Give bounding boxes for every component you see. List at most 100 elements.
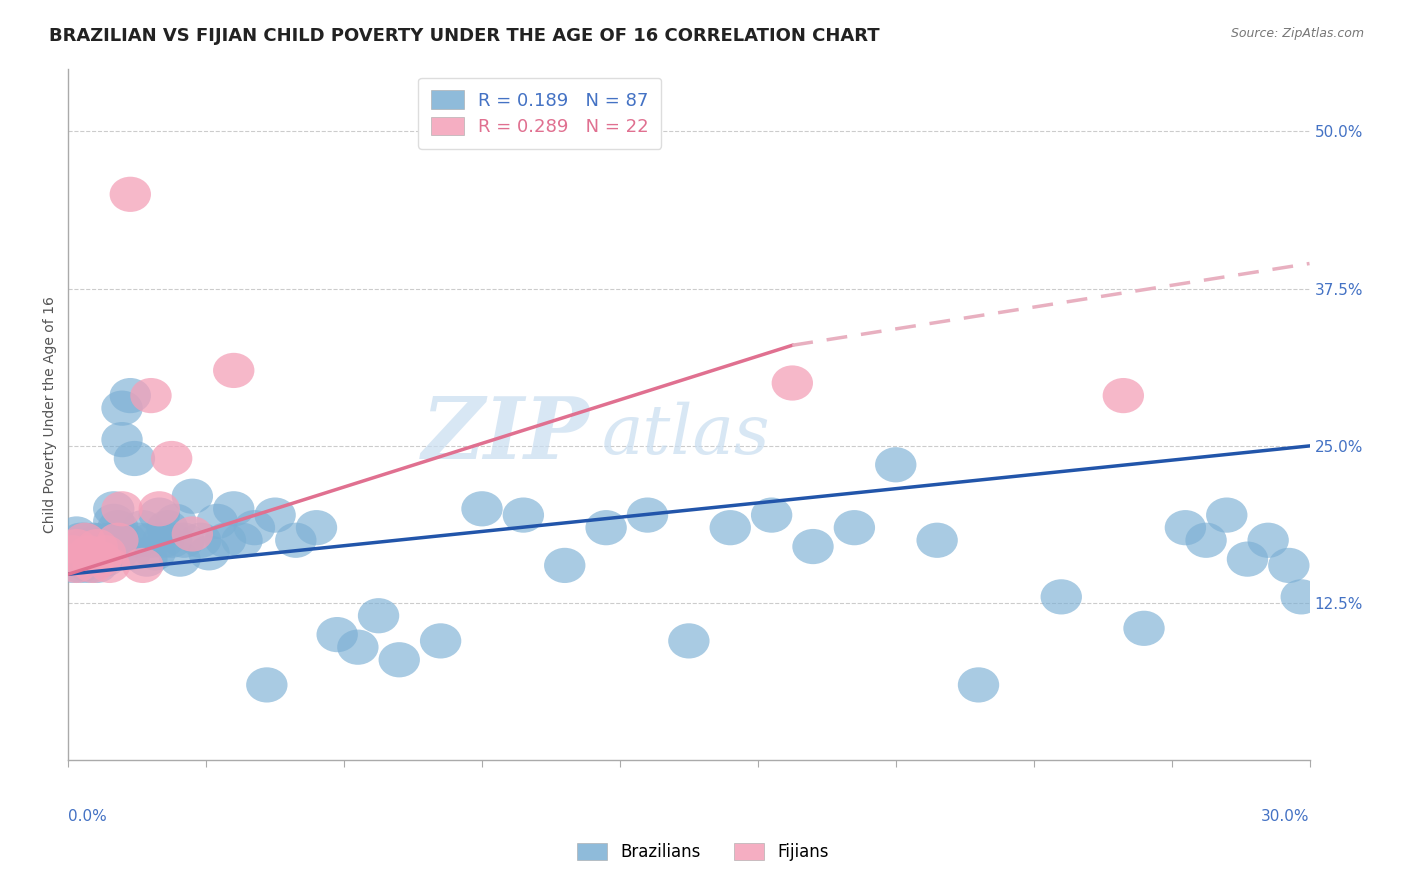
Ellipse shape bbox=[420, 624, 461, 658]
Ellipse shape bbox=[80, 541, 122, 577]
Ellipse shape bbox=[1268, 548, 1309, 583]
Ellipse shape bbox=[84, 541, 127, 577]
Ellipse shape bbox=[101, 391, 142, 425]
Ellipse shape bbox=[131, 523, 172, 558]
Ellipse shape bbox=[150, 523, 193, 558]
Ellipse shape bbox=[118, 523, 159, 558]
Y-axis label: Child Poverty Under the Age of 16: Child Poverty Under the Age of 16 bbox=[44, 296, 58, 533]
Ellipse shape bbox=[52, 529, 93, 564]
Ellipse shape bbox=[359, 599, 399, 633]
Ellipse shape bbox=[97, 510, 139, 545]
Ellipse shape bbox=[276, 523, 316, 558]
Ellipse shape bbox=[585, 510, 627, 545]
Ellipse shape bbox=[60, 535, 101, 571]
Ellipse shape bbox=[84, 535, 127, 571]
Ellipse shape bbox=[110, 177, 150, 212]
Ellipse shape bbox=[72, 541, 114, 577]
Ellipse shape bbox=[197, 504, 238, 539]
Ellipse shape bbox=[131, 378, 172, 413]
Ellipse shape bbox=[76, 535, 118, 571]
Ellipse shape bbox=[122, 510, 163, 545]
Ellipse shape bbox=[1185, 523, 1227, 558]
Ellipse shape bbox=[114, 441, 155, 476]
Ellipse shape bbox=[65, 523, 105, 558]
Ellipse shape bbox=[1102, 378, 1144, 413]
Ellipse shape bbox=[139, 491, 180, 526]
Ellipse shape bbox=[80, 523, 122, 558]
Ellipse shape bbox=[60, 548, 101, 583]
Ellipse shape bbox=[110, 378, 150, 413]
Ellipse shape bbox=[60, 541, 101, 577]
Ellipse shape bbox=[142, 523, 184, 558]
Ellipse shape bbox=[93, 491, 135, 526]
Ellipse shape bbox=[56, 541, 97, 577]
Ellipse shape bbox=[233, 510, 276, 545]
Text: atlas: atlas bbox=[602, 401, 770, 468]
Ellipse shape bbox=[97, 523, 139, 558]
Ellipse shape bbox=[69, 529, 110, 564]
Ellipse shape bbox=[65, 523, 105, 558]
Ellipse shape bbox=[89, 548, 131, 583]
Ellipse shape bbox=[221, 523, 263, 558]
Text: 0.0%: 0.0% bbox=[69, 809, 107, 824]
Ellipse shape bbox=[101, 422, 142, 458]
Ellipse shape bbox=[772, 366, 813, 401]
Ellipse shape bbox=[1281, 579, 1322, 615]
Ellipse shape bbox=[172, 516, 214, 551]
Ellipse shape bbox=[957, 667, 1000, 703]
Ellipse shape bbox=[80, 529, 122, 564]
Ellipse shape bbox=[875, 447, 917, 483]
Ellipse shape bbox=[52, 535, 93, 571]
Ellipse shape bbox=[378, 642, 420, 677]
Ellipse shape bbox=[72, 548, 114, 583]
Ellipse shape bbox=[246, 667, 287, 703]
Ellipse shape bbox=[1247, 523, 1289, 558]
Ellipse shape bbox=[72, 535, 114, 571]
Ellipse shape bbox=[122, 548, 163, 583]
Ellipse shape bbox=[668, 624, 710, 658]
Ellipse shape bbox=[60, 523, 101, 558]
Ellipse shape bbox=[56, 529, 97, 564]
Ellipse shape bbox=[188, 535, 229, 571]
Ellipse shape bbox=[72, 523, 114, 558]
Ellipse shape bbox=[69, 541, 110, 577]
Text: ZIP: ZIP bbox=[422, 393, 589, 477]
Ellipse shape bbox=[93, 504, 135, 539]
Ellipse shape bbox=[105, 523, 146, 558]
Ellipse shape bbox=[337, 630, 378, 665]
Ellipse shape bbox=[1164, 510, 1206, 545]
Ellipse shape bbox=[180, 523, 221, 558]
Ellipse shape bbox=[155, 504, 197, 539]
Ellipse shape bbox=[214, 491, 254, 526]
Ellipse shape bbox=[65, 529, 105, 564]
Ellipse shape bbox=[503, 498, 544, 533]
Ellipse shape bbox=[146, 510, 188, 545]
Ellipse shape bbox=[69, 548, 110, 583]
Ellipse shape bbox=[627, 498, 668, 533]
Ellipse shape bbox=[89, 523, 131, 558]
Ellipse shape bbox=[316, 617, 359, 652]
Ellipse shape bbox=[544, 548, 585, 583]
Ellipse shape bbox=[205, 523, 246, 558]
Ellipse shape bbox=[461, 491, 503, 526]
Ellipse shape bbox=[139, 498, 180, 533]
Ellipse shape bbox=[93, 523, 135, 558]
Ellipse shape bbox=[1206, 498, 1247, 533]
Text: Source: ZipAtlas.com: Source: ZipAtlas.com bbox=[1230, 27, 1364, 40]
Ellipse shape bbox=[150, 441, 193, 476]
Ellipse shape bbox=[97, 535, 139, 571]
Text: 30.0%: 30.0% bbox=[1261, 809, 1309, 824]
Ellipse shape bbox=[163, 523, 205, 558]
Ellipse shape bbox=[52, 548, 93, 583]
Ellipse shape bbox=[172, 479, 214, 514]
Ellipse shape bbox=[834, 510, 875, 545]
Ellipse shape bbox=[80, 541, 122, 577]
Ellipse shape bbox=[254, 498, 295, 533]
Ellipse shape bbox=[56, 516, 97, 551]
Ellipse shape bbox=[1227, 541, 1268, 577]
Ellipse shape bbox=[89, 535, 131, 571]
Ellipse shape bbox=[76, 529, 118, 564]
Ellipse shape bbox=[76, 529, 118, 564]
Text: BRAZILIAN VS FIJIAN CHILD POVERTY UNDER THE AGE OF 16 CORRELATION CHART: BRAZILIAN VS FIJIAN CHILD POVERTY UNDER … bbox=[49, 27, 880, 45]
Ellipse shape bbox=[76, 548, 118, 583]
